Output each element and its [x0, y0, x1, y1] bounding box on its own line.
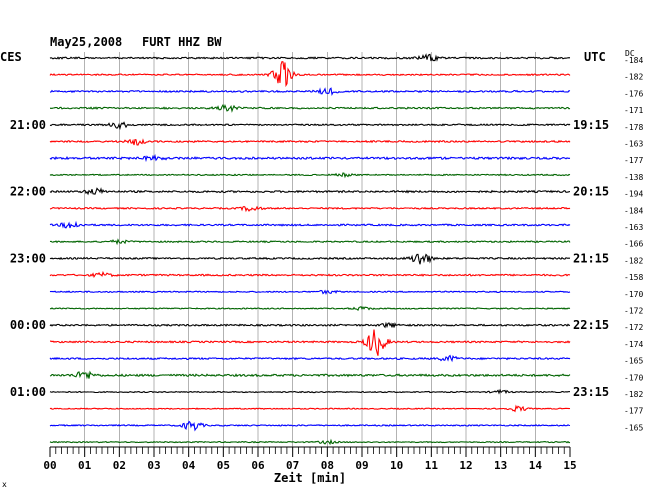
dc-offset-value: -138 — [624, 173, 643, 182]
right-time-label: 22:15 — [573, 318, 609, 332]
right-time-label: 20:15 — [573, 185, 609, 199]
x-tick-label: 03 — [147, 459, 160, 472]
x-tick-label: 00 — [43, 459, 56, 472]
seismic-trace — [49, 220, 571, 229]
dc-offset-value: -163 — [624, 140, 643, 149]
dc-offset-value: -184 — [624, 56, 643, 65]
dc-offset-value: -171 — [624, 106, 643, 115]
dc-offset-label: DC — [625, 49, 635, 58]
x-axis-label: Zeit [min] — [274, 471, 346, 485]
x-tick-label: 14 — [529, 459, 543, 472]
x-tick-label: 04 — [182, 459, 196, 472]
seismic-trace — [49, 103, 571, 113]
left-timezone-label: CES — [0, 50, 22, 64]
x-tick-label: 10 — [390, 459, 403, 472]
seismic-trace — [49, 121, 571, 131]
seismic-trace — [49, 238, 571, 246]
corner-mark: x — [2, 480, 7, 489]
seismic-trace — [49, 172, 571, 179]
left-time-label: 00:00 — [10, 318, 46, 332]
seismic-trace — [49, 289, 571, 296]
seismic-trace — [49, 420, 571, 432]
left-time-label: 23:00 — [10, 251, 46, 265]
seismic-trace — [49, 370, 571, 380]
right-time-label: 23:15 — [573, 385, 609, 399]
vertical-gridlines — [84, 52, 536, 447]
chart-title-date: May25,2008 — [50, 35, 122, 49]
chart-title-station: FURT HHZ BW — [142, 35, 222, 49]
seismic-trace — [49, 329, 571, 356]
x-axis-ticks: 00 01 02 03 04 05 06 07 08 09 10 11 12 13 14 15 — [43, 447, 577, 472]
seismic-trace — [49, 321, 571, 329]
right-time-label: 19:15 — [573, 118, 609, 132]
dc-offset-value: -172 — [624, 307, 643, 316]
seismic-trace — [49, 87, 571, 96]
dc-offset-value: -170 — [624, 290, 643, 299]
x-tick-label: 08 — [321, 459, 334, 472]
seismic-trace — [49, 153, 571, 163]
x-tick-label: 05 — [217, 459, 230, 472]
dc-offset-value: -163 — [624, 223, 643, 232]
right-time-label: 21:15 — [573, 251, 609, 265]
dc-offset-value: -170 — [624, 373, 643, 382]
seismic-trace — [49, 388, 571, 395]
dc-offset-value: -182 — [624, 256, 643, 265]
seismic-trace — [49, 270, 571, 278]
dc-offset-value: -182 — [624, 390, 643, 399]
dc-offset-value: -177 — [624, 407, 643, 416]
seismic-traces — [49, 53, 571, 446]
seismic-trace — [49, 53, 571, 62]
seismic-trace — [49, 438, 571, 446]
dc-offset-value: -176 — [624, 89, 643, 98]
seismic-trace — [49, 138, 571, 146]
seismic-trace — [49, 60, 571, 88]
x-tick-label: 09 — [355, 459, 368, 472]
x-tick-label: 01 — [78, 459, 92, 472]
dc-offset-value: -194 — [624, 190, 643, 199]
x-tick-label: 07 — [286, 459, 299, 472]
dc-offset-value: -172 — [624, 323, 643, 332]
left-time-label: 01:00 — [10, 385, 46, 399]
left-time-label: 22:00 — [10, 185, 46, 199]
dc-offset-value: -165 — [624, 357, 643, 366]
seismic-trace — [49, 253, 571, 265]
left-time-label: 21:00 — [10, 118, 46, 132]
right-timezone-label: UTC — [584, 50, 606, 64]
x-tick-label: 13 — [494, 459, 507, 472]
x-tick-label: 02 — [113, 459, 126, 472]
dc-offset-value: -177 — [624, 156, 643, 165]
dc-offset-value: -178 — [624, 123, 643, 132]
dc-offset-value: -158 — [624, 273, 643, 282]
x-tick-label: 15 — [563, 459, 576, 472]
dc-offset-value: -165 — [624, 423, 643, 432]
seismic-trace — [49, 404, 571, 413]
x-tick-label: 06 — [251, 459, 265, 472]
dc-offset-value: -184 — [624, 206, 643, 215]
dc-offset-value: -174 — [624, 340, 643, 349]
seismic-trace — [49, 354, 571, 363]
dc-offset-value: -166 — [624, 240, 643, 249]
axis-labels: 21:00 22:00 23:00 00:00 01:00 19:15 20:15 21:15… — [10, 56, 644, 432]
x-tick-label: 12 — [459, 459, 472, 472]
seismic-trace — [49, 305, 571, 311]
seismic-trace — [49, 205, 571, 213]
dc-offset-value: -182 — [624, 73, 643, 82]
x-tick-label: 11 — [425, 459, 439, 472]
seismic-trace — [49, 187, 571, 196]
